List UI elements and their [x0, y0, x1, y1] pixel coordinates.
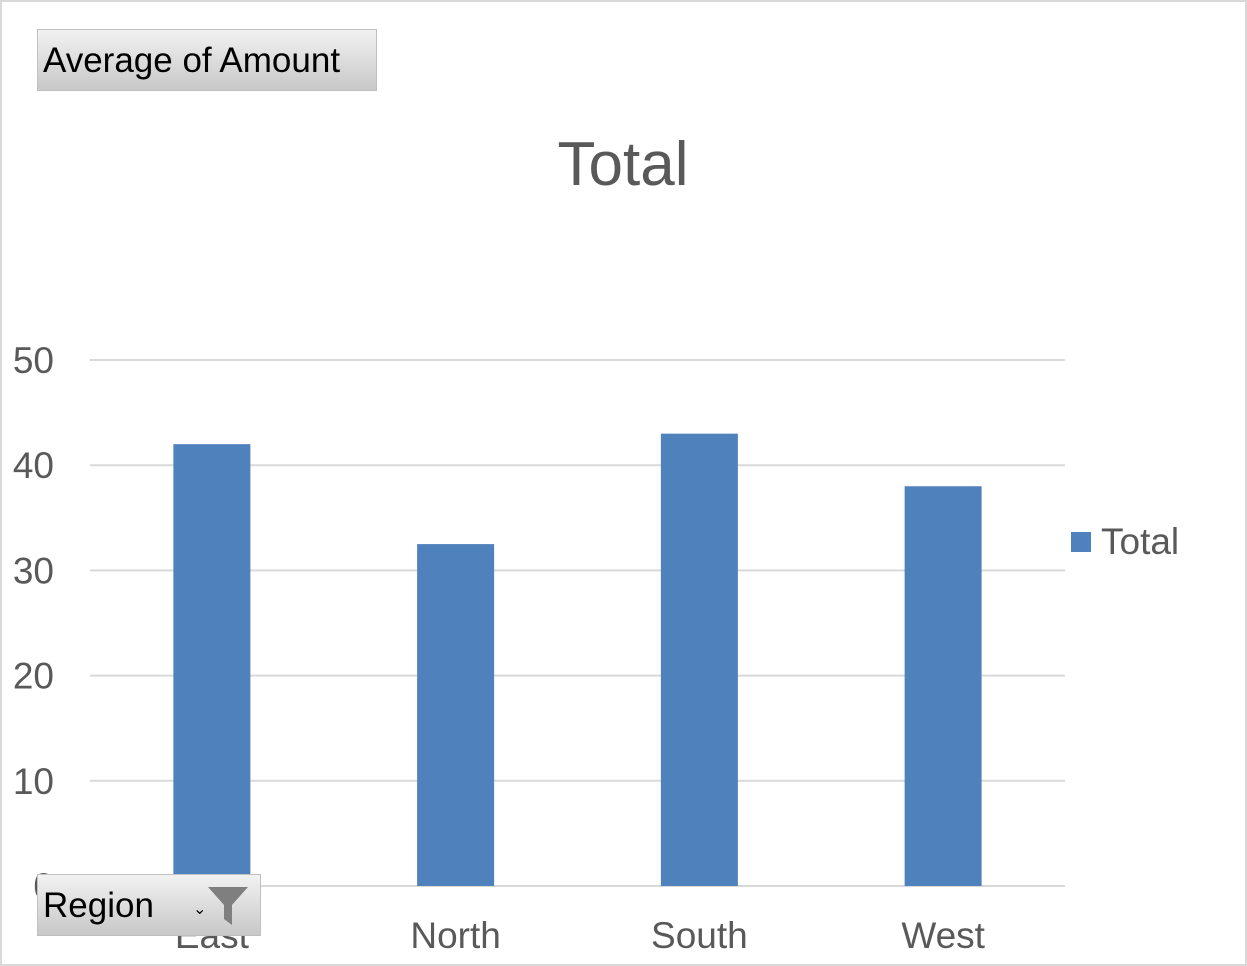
x-category-label: West: [901, 915, 985, 956]
legend-swatch: [1071, 532, 1091, 552]
region-field-label: Region: [43, 886, 154, 925]
dropdown-arrow-icon[interactable]: ⌄: [193, 901, 207, 918]
y-tick-label: 10: [13, 761, 54, 802]
x-category-label: South: [651, 915, 748, 956]
value-field-button[interactable]: Average of Amount: [37, 29, 377, 91]
region-field-button[interactable]: Region ⌄: [37, 874, 261, 936]
y-tick-label: 50: [13, 340, 54, 381]
bar-west: [904, 486, 982, 886]
y-tick-label: 40: [13, 445, 54, 486]
bar-east: [173, 444, 251, 886]
legend-label: Total: [1101, 521, 1179, 562]
chart-title: Total: [558, 130, 689, 199]
x-category-label: North: [410, 915, 500, 956]
bar-north: [417, 544, 495, 886]
y-tick-label: 20: [13, 656, 54, 697]
bar-south: [660, 433, 738, 886]
y-tick-label: 30: [13, 550, 54, 591]
filter-icon[interactable]: [206, 885, 250, 947]
value-field-label: Average of Amount: [43, 41, 341, 80]
